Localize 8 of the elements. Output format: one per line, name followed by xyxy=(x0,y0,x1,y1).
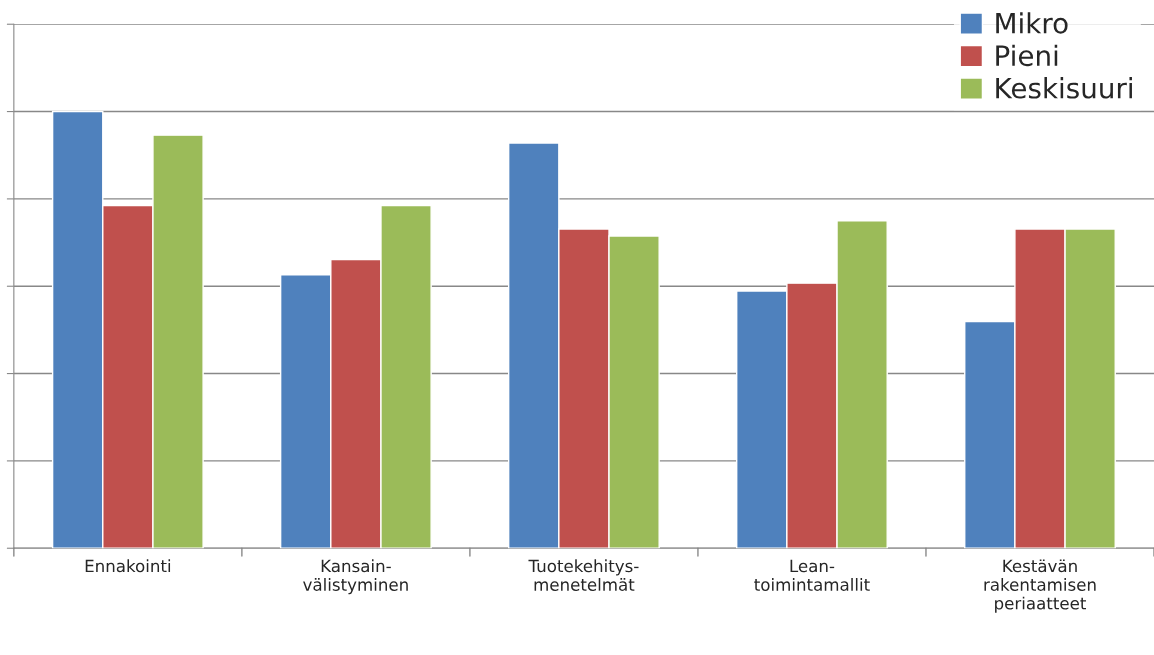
x-tick-label: Ennakointi xyxy=(85,559,171,573)
legend-label: Pieni xyxy=(996,44,1058,67)
legend-label: Mikro xyxy=(996,12,1068,34)
x-tick-label: Kansain- välistyminen xyxy=(303,559,408,595)
legend-label: Keskisuuri xyxy=(996,77,1132,99)
x-tick-label: Tuotekehitys- menetelmät xyxy=(528,559,639,591)
x-tick-label: Lean- toimintamallit xyxy=(754,559,870,591)
x-tick-label: Kestävän rakentamisen periaatteet xyxy=(984,559,1096,613)
